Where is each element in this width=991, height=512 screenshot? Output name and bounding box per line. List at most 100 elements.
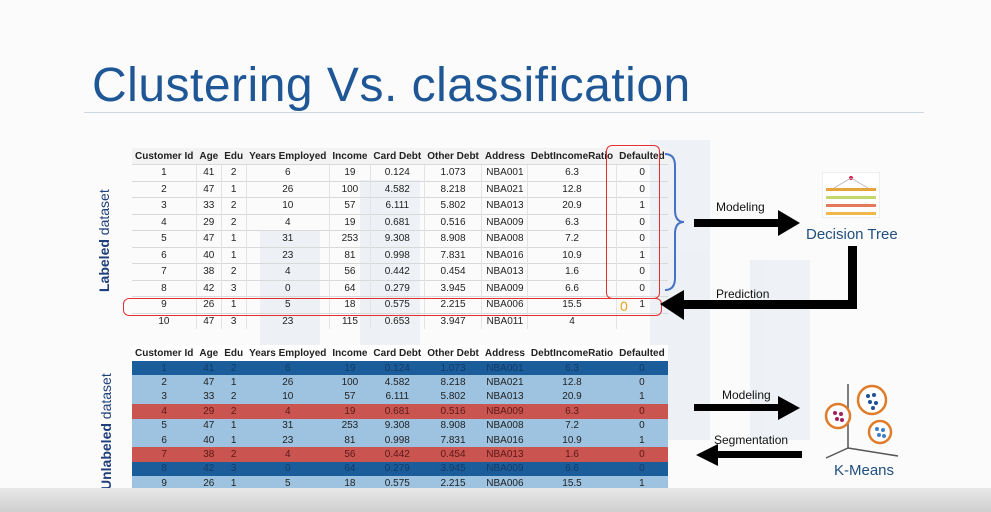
table-cell: 0.454 xyxy=(424,447,482,462)
table-cell: 1 xyxy=(132,361,197,376)
table-cell: 10 xyxy=(246,389,330,405)
table-cell: 47 xyxy=(195,180,222,198)
table-cell: 0.575 xyxy=(370,476,425,491)
table-cell: 0.454 xyxy=(423,263,482,280)
column-header: Edu xyxy=(221,148,247,165)
table-cell: 23 xyxy=(246,432,330,448)
table-row: 6 40 1 23 81 0.998 7.831 NBA016 10.9 1 xyxy=(132,246,668,264)
table-cell: 81 xyxy=(329,432,371,448)
table-cell: 3 xyxy=(132,197,197,214)
table-cell: 0 xyxy=(615,279,668,297)
table-cell: NBA013 xyxy=(481,447,528,462)
table-cell: 0.681 xyxy=(370,404,425,419)
table-cell: NBA009 xyxy=(481,461,528,477)
column-header: Address xyxy=(481,148,528,165)
table-row: 8 42 3 0 64 0.279 3.945 NBA009 6.6 0 xyxy=(132,461,668,477)
table-cell: 5 xyxy=(132,418,197,433)
table-cell: 8.218 xyxy=(423,180,482,198)
table-cell: 1 xyxy=(221,375,247,390)
table-cell: NBA013 xyxy=(481,197,528,214)
table-cell: 3.945 xyxy=(423,279,482,297)
table-cell: 31 xyxy=(245,230,330,247)
table-row: 8 42 3 0 64 0.279 3.945 NBA009 6.6 0 xyxy=(132,279,668,297)
table-cell: 0 xyxy=(615,164,668,181)
table-cell: 5.802 xyxy=(424,389,482,405)
table-cell: 0 xyxy=(616,418,668,433)
predicted-label: 0 xyxy=(620,298,628,314)
table-cell: 19 xyxy=(328,213,371,231)
column-header: Defaulted xyxy=(616,345,668,361)
table-cell: 0.516 xyxy=(424,404,482,419)
kmeans-label: K-Means xyxy=(834,462,895,479)
column-header: Defaulted xyxy=(616,148,668,165)
title-divider xyxy=(84,112,924,113)
table-cell: 42 xyxy=(195,279,222,297)
table-cell: 64 xyxy=(328,279,371,297)
table-cell: NBA009 xyxy=(481,404,528,419)
table-cell: 38 xyxy=(196,447,222,462)
table-cell: 18 xyxy=(328,296,371,313)
column-header: Years Employed xyxy=(246,148,330,165)
table-cell: 7.2 xyxy=(527,230,617,247)
table-cell: 20.9 xyxy=(527,389,617,405)
table-cell: 1 xyxy=(220,180,247,198)
table-cell: 33 xyxy=(195,197,222,214)
table-cell: 6.6 xyxy=(527,461,617,477)
table-cell: 4 xyxy=(246,404,330,419)
table-cell: 19 xyxy=(329,361,371,376)
table-cell: 7 xyxy=(132,447,197,462)
table-cell: 2 xyxy=(220,213,247,231)
table-cell: 1 xyxy=(615,296,668,313)
table-cell: 0.442 xyxy=(369,263,425,280)
table-cell: NBA013 xyxy=(481,389,528,405)
table-row: 6 40 1 23 81 0.998 7.831 NBA016 10.9 1 xyxy=(132,432,668,448)
table-cell: 1 xyxy=(616,476,668,491)
table-cell: 0.279 xyxy=(369,279,425,297)
left-arrow-icon xyxy=(696,444,802,466)
table-cell: NBA008 xyxy=(481,418,528,433)
table-cell: 9 xyxy=(132,296,197,313)
table-cell: 31 xyxy=(246,418,330,433)
table-cell: 2 xyxy=(220,263,247,280)
column-header: Income xyxy=(329,148,371,165)
table-cell: NBA009 xyxy=(481,279,528,297)
column-header: Card Debt xyxy=(370,345,425,361)
table-cell: 3 xyxy=(220,312,247,329)
table-cell: 7.2 xyxy=(527,418,617,433)
table-row: 1 41 2 6 19 0.124 1.073 NBA001 6.3 0 xyxy=(132,361,668,376)
table-cell xyxy=(615,312,668,329)
table-cell: 0 xyxy=(615,230,668,247)
table-cell: 81 xyxy=(328,246,371,264)
table-cell: 2.215 xyxy=(424,476,482,491)
table-cell: 2 xyxy=(221,361,247,376)
table-cell: 2 xyxy=(221,389,247,405)
table-cell: 6 xyxy=(132,246,197,264)
table-cell: 26 xyxy=(196,476,222,491)
table-cell: 6 xyxy=(246,361,330,376)
table-cell: NBA006 xyxy=(481,476,528,491)
table-cell: NBA016 xyxy=(481,246,528,264)
table-cell: 100 xyxy=(328,180,371,198)
table-cell: 18 xyxy=(329,476,371,491)
modeling-label: Modeling xyxy=(716,200,765,214)
table-cell: 253 xyxy=(329,418,371,433)
table-cell: 5.802 xyxy=(423,197,482,214)
unlabeled-dataset-label: Unlabeled dataset xyxy=(98,373,114,490)
table-row: 2 47 1 26 100 4.582 8.218 NBA021 12.8 0 xyxy=(132,375,668,390)
table-cell: 0 xyxy=(615,213,668,231)
table-cell: 4 xyxy=(246,447,330,462)
table-cell: 3.945 xyxy=(424,461,482,477)
table-cell: 7 xyxy=(132,263,197,280)
table-cell: 0 xyxy=(616,404,668,419)
table-cell: 0 xyxy=(245,279,330,297)
table-cell: 47 xyxy=(196,418,222,433)
table-cell: 8 xyxy=(132,461,197,477)
table-cell: 10.9 xyxy=(527,432,617,448)
table-row: 1 41 2 6 19 0.124 1.073 NBA001 6.3 0 xyxy=(132,164,668,181)
column-header: DebtIncomeRatio xyxy=(527,345,617,361)
decision-tree-icon xyxy=(822,172,880,218)
table-cell: 19 xyxy=(329,404,371,419)
table-cell: 6.111 xyxy=(370,389,425,405)
table-cell: 0.124 xyxy=(370,361,425,376)
table-cell: 41 xyxy=(195,164,222,181)
